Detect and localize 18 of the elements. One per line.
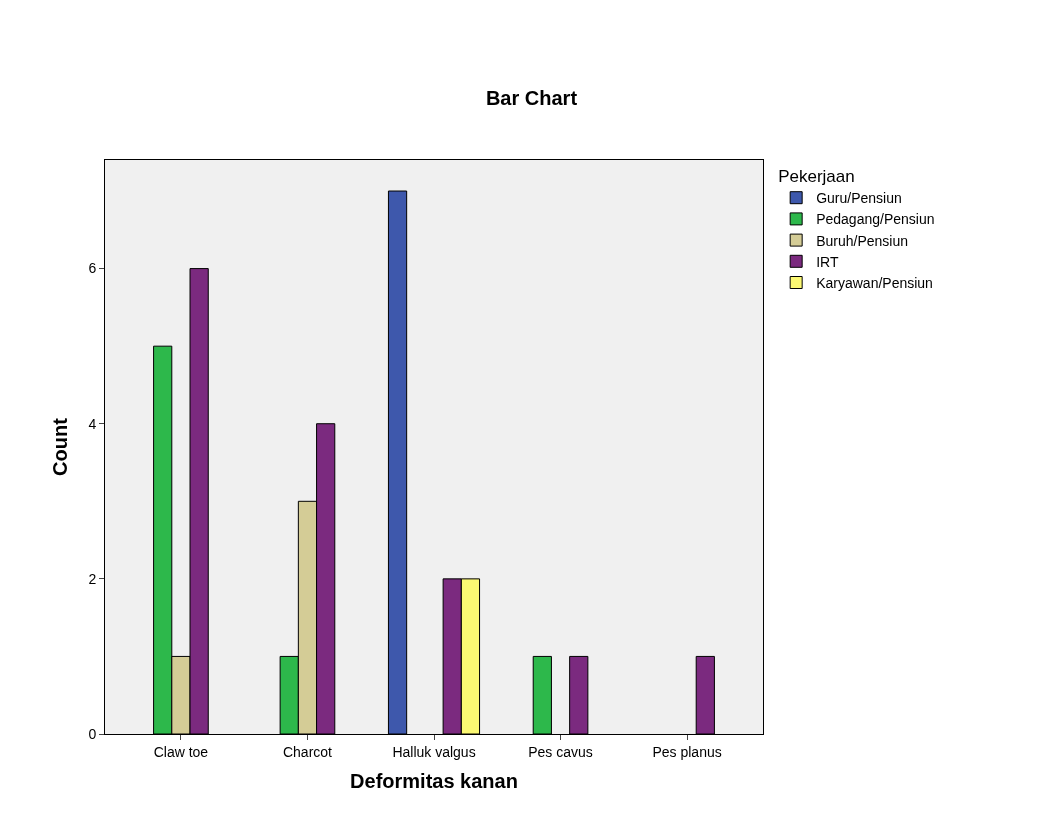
x-tick-label: Halluk valgus: [392, 743, 476, 760]
y-tick-label: 4: [88, 415, 97, 432]
chart-title: Bar Chart: [485, 87, 578, 110]
x-tick-label: Pes cavus: [528, 743, 593, 760]
legend-label: IRT: [816, 253, 839, 270]
legend-label: Pedagang/Pensiun: [816, 211, 935, 228]
y-axis-title: Count: [48, 417, 71, 476]
legend-label: Guru/Pensiun: [816, 190, 902, 207]
legend-label: Buruh/Pensiun: [816, 232, 908, 249]
y-tick-label: 2: [88, 570, 97, 587]
x-tick-label: Charcot: [282, 743, 333, 760]
x-tick-label: Pes planus: [652, 743, 722, 760]
legend-title: Pekerjaan: [778, 167, 855, 187]
legend-label: Karyawan/Pensiun: [816, 274, 933, 291]
x-axis-title: Deformitas kanan: [350, 770, 518, 793]
y-tick-label: 0: [88, 725, 97, 742]
x-tick-label: Claw toe: [153, 743, 209, 760]
y-tick-label: 6: [88, 260, 97, 277]
